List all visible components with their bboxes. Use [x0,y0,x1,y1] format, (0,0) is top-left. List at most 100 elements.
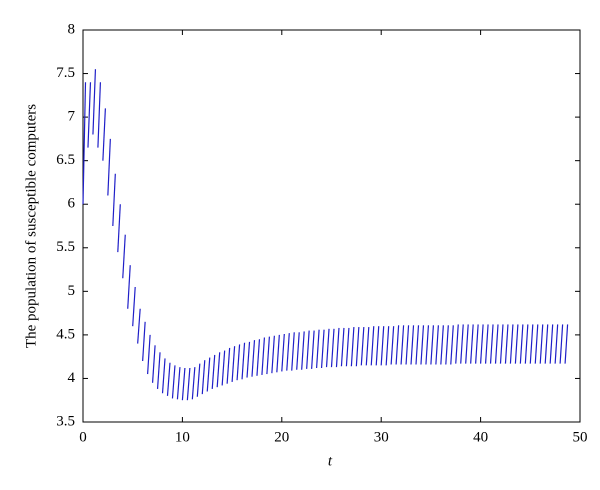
segment [92,69,97,135]
segment [370,326,375,366]
segment [201,360,206,395]
segment [291,332,295,371]
y-tick-label: 8 [68,21,76,37]
segment [301,331,305,370]
segment [460,324,464,364]
segment [251,340,256,377]
segment [390,326,395,365]
segment [440,325,444,365]
segment [221,350,226,386]
segment [355,327,360,367]
segment [137,308,141,344]
segment [524,324,529,364]
y-tick-label: 4.5 [56,326,75,342]
segment [176,367,181,400]
segment [246,341,251,378]
segment [107,138,111,196]
segment [475,324,479,364]
y-tick-label: 5 [68,283,76,299]
segment [465,324,469,364]
segment [271,335,275,374]
segment [171,365,176,399]
segment [425,325,430,365]
segment [564,324,569,364]
segment [320,329,325,369]
segment [311,330,315,369]
segment [340,327,345,367]
segment [191,367,196,400]
y-tick-label: 3.5 [56,413,75,429]
segment [296,332,300,370]
segment [142,321,146,362]
x-tick-label: 30 [374,429,389,445]
segment [400,325,405,365]
segment [549,324,554,364]
y-tick-label: 7 [68,109,76,125]
segment [286,333,290,371]
segment [181,367,186,401]
segment [335,327,340,368]
x-tick-label: 40 [473,429,488,445]
segment [380,326,385,366]
segment [445,325,449,365]
segment [281,333,285,372]
segment [151,345,156,383]
segment [102,108,106,161]
segment [360,327,365,366]
segment [489,324,494,364]
segment [470,324,474,364]
segment [420,325,425,365]
segment [122,234,126,279]
segment [117,204,121,253]
segment [529,324,534,364]
segment [241,342,246,380]
y-tick-label: 6.5 [56,152,75,168]
segment [415,325,420,365]
segment [127,265,131,309]
segment [156,352,161,389]
segment [87,82,92,148]
segment [509,324,514,364]
segment [325,328,330,368]
y-tick-label: 4 [68,370,76,386]
segment [539,324,544,364]
segment [226,347,231,384]
segment [256,339,261,376]
segment [350,327,355,367]
segment [236,344,241,381]
segment [211,354,216,389]
segment [112,173,116,227]
segment [330,328,335,368]
segment [405,325,410,365]
y-tick-label: 6 [68,196,76,212]
segment [132,286,136,327]
segment [559,324,564,364]
x-tick-label: 10 [175,429,190,445]
segment [519,324,524,364]
segment [365,327,370,366]
segment [216,352,221,388]
segment [196,363,201,397]
y-tick-label: 7.5 [56,65,75,81]
segment [206,357,211,392]
plot-frame [82,29,581,423]
segment [166,362,171,396]
y-axis-label: The population of susceptible computers [23,104,39,348]
segment [375,326,380,366]
segment [534,324,539,364]
segment [484,324,489,364]
segment [186,367,191,401]
segment [231,346,236,382]
segment [499,324,504,364]
x-tick-label: 50 [573,429,588,445]
segment [494,324,499,364]
segment [430,325,434,365]
segment [480,324,484,364]
segment [554,324,559,364]
segment [82,82,87,205]
x-tick-label: 0 [79,429,87,445]
segment [514,324,519,364]
segment [395,325,400,365]
segment [276,334,280,373]
